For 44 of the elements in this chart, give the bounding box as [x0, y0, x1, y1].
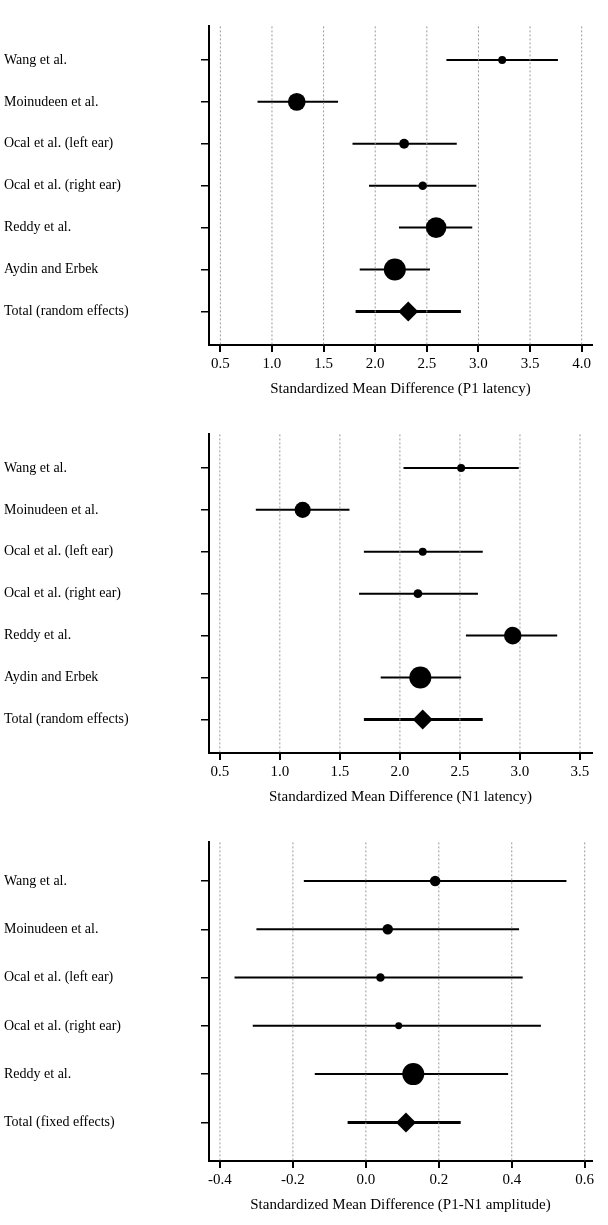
y-tick-label: Moinudeen et al. — [4, 501, 99, 517]
x-tick-label: 3.5 — [520, 354, 540, 371]
y-tick-label: Ocal et al. (right ear) — [4, 1017, 122, 1034]
y-tick-label: Moinudeen et al. — [4, 920, 99, 936]
y-tick-label: Wang et al. — [4, 459, 68, 475]
y-tick-label: Total (random effects) — [4, 711, 130, 728]
y-tick-label: Wang et al. — [4, 872, 68, 888]
x-tick-label: 0.5 — [210, 354, 230, 371]
x-axis-title: Standardized Mean Difference (P1 latency) — [270, 379, 531, 397]
y-tick-label: Aydin and Erbek — [4, 669, 99, 685]
x-tick-label: 2.0 — [390, 762, 410, 779]
y-tick-label: Ocal et al. (right ear) — [4, 585, 122, 602]
x-tick-label: -0.2 — [281, 1170, 305, 1187]
y-tick-label: Ocal et al. (left ear) — [4, 543, 114, 560]
y-tick-label: Wang et al. — [4, 51, 68, 67]
y-tick-label: Total (random effects) — [4, 303, 130, 320]
x-axis-title: Standardized Mean Difference (N1 latency) — [269, 787, 532, 805]
y-tick-label: Reddy et al. — [4, 219, 72, 235]
x-tick-label: 1.5 — [314, 354, 333, 371]
y-tick-label: Ocal et al. (left ear) — [4, 969, 114, 986]
x-tick-label: 2.5 — [417, 354, 437, 371]
y-tick-label: Reddy et al. — [4, 1065, 72, 1081]
y-tick-label: Ocal et al. (right ear) — [4, 177, 122, 194]
x-tick-label: 2.0 — [365, 354, 385, 371]
y-tick-label: Aydin and Erbek — [4, 261, 99, 277]
x-tick-label: 3.0 — [469, 354, 488, 371]
y-tick-label: Reddy et al. — [4, 627, 72, 643]
x-tick-label: 0.0 — [356, 1170, 376, 1187]
x-tick-label: 0.5 — [210, 762, 230, 779]
x-tick-label: 0.4 — [502, 1170, 522, 1187]
x-tick-label: -0.4 — [208, 1170, 233, 1187]
x-tick-label: 1.5 — [330, 762, 350, 779]
y-tick-label: Ocal et al. (left ear) — [4, 135, 114, 152]
y-tick-label: Total (fixed effects) — [4, 1114, 116, 1131]
x-axis-title: Standardized Mean Difference (P1-N1 amplitude) — [250, 1195, 551, 1213]
x-tick-label: 1.0 — [270, 762, 290, 779]
x-tick-label: 3.5 — [570, 762, 590, 779]
x-tick-label: 0.6 — [575, 1170, 595, 1187]
x-tick-label: 1.0 — [262, 354, 282, 371]
y-tick-label: Moinudeen et al. — [4, 93, 99, 109]
x-tick-label: 4.0 — [572, 354, 592, 371]
x-tick-label: 0.2 — [429, 1170, 449, 1187]
x-tick-label: 3.0 — [510, 762, 530, 779]
x-tick-label: 2.5 — [450, 762, 470, 779]
